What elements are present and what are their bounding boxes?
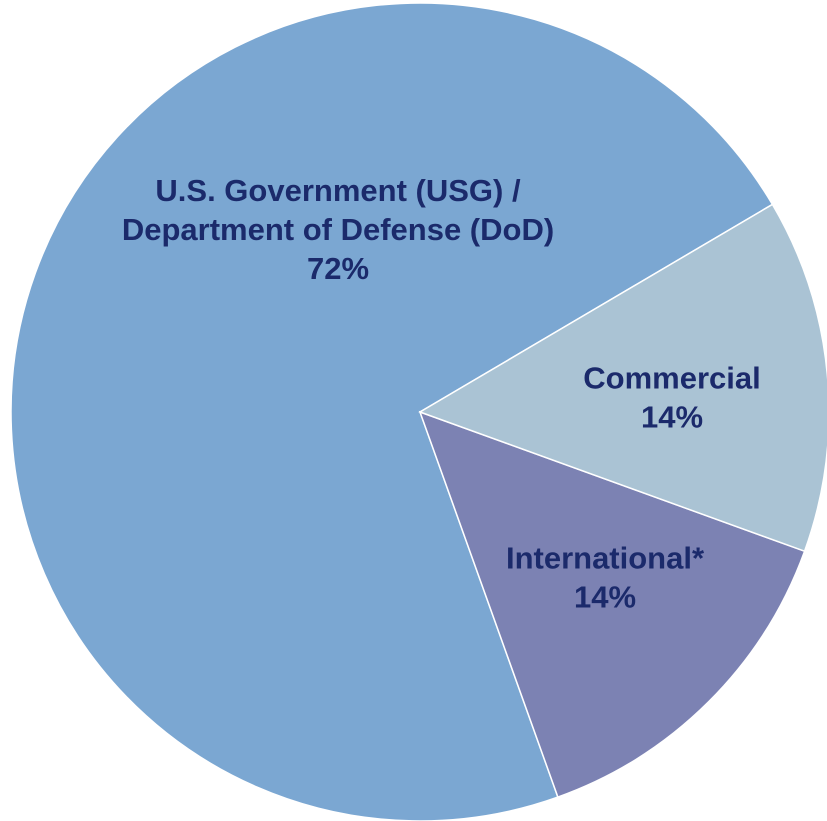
- pie-slice-u-s-government-usg-department-of-defense-dod: [10, 2, 774, 821]
- pie-slice-commercial: [418, 410, 806, 799]
- slice-label-commercial: Commercial 14%: [583, 361, 760, 435]
- slice-value-label: 72%: [307, 251, 369, 286]
- slice-label-u-s-government-usg-department-of-defense-dod: U.S. Government (USG) / Department of Def…: [122, 173, 554, 286]
- slice-name-line: International*: [506, 541, 705, 576]
- slice-value-label: 14%: [574, 580, 636, 615]
- slice-name-line: U.S. Government (USG) /: [155, 173, 521, 208]
- slice-label-international: International* 14%: [506, 541, 705, 615]
- slice-name-line: Department of Defense (DoD): [122, 212, 554, 247]
- slice-value-label: 14%: [641, 400, 703, 435]
- slice-name-line: Commercial: [583, 361, 760, 396]
- pie-slice-international: [418, 203, 827, 553]
